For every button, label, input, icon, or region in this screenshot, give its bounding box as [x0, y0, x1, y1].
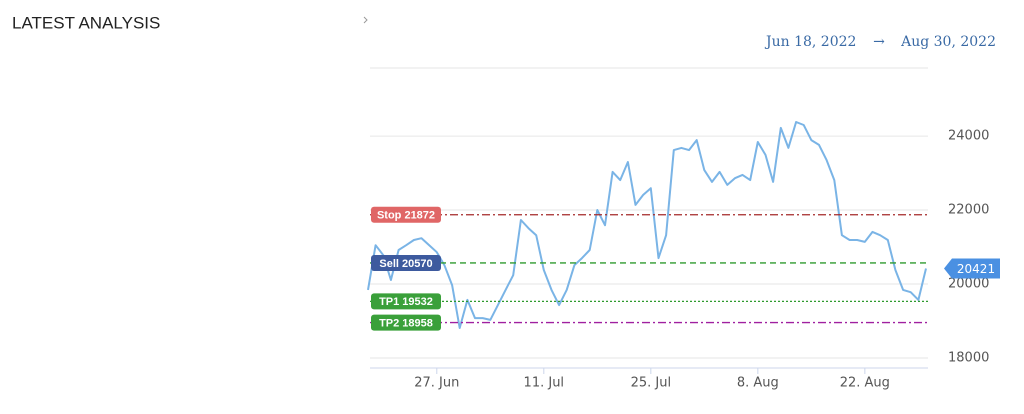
level-label: Stop 21872	[377, 210, 435, 222]
y-tick-label: 22000	[948, 203, 989, 218]
y-tick-label: 24000	[948, 129, 989, 144]
level-label-box	[371, 254, 441, 271]
level-label: TP2 18958	[379, 317, 433, 329]
x-tick-label: 11. Jul	[524, 376, 565, 391]
x-tick-label: 27. Jun	[414, 376, 459, 391]
last-value-label: 20421	[957, 262, 995, 276]
level-label-box	[371, 293, 441, 310]
x-tick-label: 8. Aug	[737, 376, 779, 391]
range-start: Jun 18, 2022	[764, 34, 856, 50]
level-label: Sell 20570	[379, 258, 432, 270]
price-line	[367, 121, 927, 329]
section-title: LATEST ANALYSIS	[12, 13, 160, 32]
level-label-box	[371, 314, 441, 331]
y-tick-label: 20000	[948, 277, 989, 292]
level-label-box	[371, 206, 441, 223]
x-tick-label: 25. Jul	[631, 376, 672, 391]
range-end: Aug 30, 2022	[900, 34, 996, 50]
expand-chevron[interactable]	[363, 16, 368, 24]
last-value-flag	[944, 258, 1000, 279]
x-tick-label: 22. Aug	[840, 376, 890, 391]
y-tick-label: 18000	[948, 351, 989, 366]
range-separator: →	[873, 34, 885, 50]
level-label: TP1 19532	[379, 296, 433, 308]
